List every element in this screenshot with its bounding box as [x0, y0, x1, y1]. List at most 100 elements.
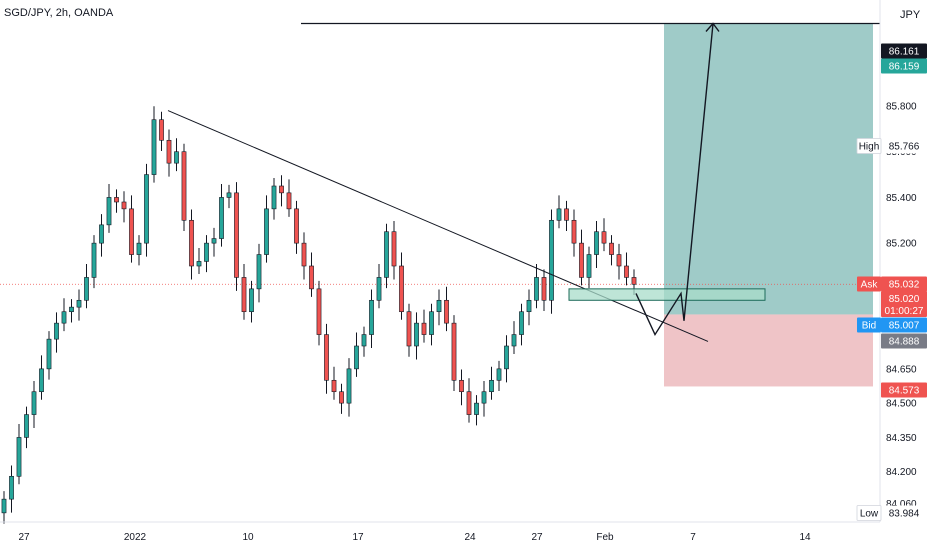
projection-arrowhead: [705, 22, 720, 32]
bid-label-badge: [857, 317, 881, 333]
candle-body: [39, 368, 44, 393]
target-zone: [664, 23, 873, 315]
candle-body: [24, 414, 29, 438]
candle-body: [399, 265, 404, 313]
candle-body: [571, 219, 577, 244]
candle-body: [159, 119, 164, 141]
candle-body: [204, 242, 209, 262]
candle-body: [196, 261, 202, 267]
entry-value: 84.888: [889, 337, 920, 348]
candle-body: [451, 322, 457, 381]
ask-value: 85.032: [889, 280, 920, 291]
candle-body: [324, 334, 329, 381]
time-tick-label: 27: [531, 532, 543, 543]
candle-body: [406, 311, 412, 347]
candle-body: [511, 334, 517, 347]
candle-body: [444, 299, 449, 324]
candle-body: [54, 322, 59, 340]
price-tick-label: 84.650: [886, 364, 917, 375]
drawings[interactable]: [167, 22, 880, 342]
candle-body: [609, 242, 614, 255]
candle-body: [489, 379, 494, 393]
price-tick-label: 85.200: [886, 239, 917, 250]
session-low-badge: [881, 505, 927, 521]
time-tick-label: 10: [242, 532, 254, 543]
candle-body: [496, 368, 502, 381]
candle-body: [46, 338, 52, 370]
candle-body: [564, 208, 569, 221]
candle-body: [264, 208, 269, 255]
candle-body: [31, 391, 37, 415]
candle-body: [234, 192, 239, 278]
candle-body: [556, 208, 562, 221]
candle-body: [526, 299, 532, 313]
session-high-label: High: [859, 142, 880, 153]
candle-body: [144, 174, 149, 244]
candle-body: [129, 208, 134, 255]
candle-body: [16, 437, 22, 477]
time-axis[interactable]: 27 2022 10 17 24 27 Feb 7 14: [18, 532, 811, 543]
price-tick-label: 85.400: [886, 193, 917, 204]
candle-body: [346, 368, 352, 404]
candle-body: [249, 288, 254, 313]
session-low-label: Low: [860, 509, 879, 520]
candle-body: [301, 242, 307, 267]
candle-body: [616, 254, 622, 267]
time-tick-label: 14: [799, 532, 811, 543]
candle-body: [151, 119, 157, 175]
ask-label: Ask: [861, 280, 879, 291]
candle-body: [361, 334, 367, 347]
candle-body: [1, 498, 7, 514]
candle-body: [136, 242, 142, 255]
price-tick-label: 84.500: [886, 399, 917, 410]
session-low-value: 83.984: [889, 509, 920, 520]
candle-body: [414, 322, 419, 347]
candle-body: [174, 151, 179, 164]
candle-body: [519, 311, 524, 335]
bid-badge: [881, 317, 927, 333]
candle-body: [106, 197, 112, 226]
candle-body: [76, 299, 82, 308]
candle-body: [241, 277, 247, 313]
bid-label: Bid: [862, 321, 876, 332]
candle-body: [121, 201, 127, 210]
price-tick-label: 84.350: [886, 433, 917, 444]
candle-body: [586, 254, 592, 278]
candle-body: [594, 231, 599, 255]
entry-badge: [881, 333, 927, 349]
candle-body: [376, 277, 382, 301]
bid-value: 85.007: [889, 321, 920, 332]
candle-body: [91, 242, 97, 278]
time-tick-label: 2022: [124, 532, 147, 543]
candle-body: [459, 379, 464, 393]
candle-body: [631, 277, 637, 285]
price-axis-badges: 86.161 86.159 85.766 High 85.032 Ask 85.02001:…: [856, 43, 927, 521]
price-tick-label: 85.800: [886, 102, 917, 113]
session-high-badge: [881, 138, 927, 154]
session-low-label-badge: [856, 505, 882, 521]
candle-body: [271, 185, 277, 210]
candle-body: [504, 345, 509, 370]
candle-body: [369, 299, 374, 335]
candle-body: [189, 219, 194, 267]
support-zone-box: [568, 288, 766, 301]
ask-badge: [881, 276, 927, 292]
ask-label-badge: [857, 276, 881, 292]
candle-body: [466, 391, 472, 415]
marked-high-value: 86.161: [889, 47, 920, 58]
candle-body: [624, 265, 629, 278]
target-badge: [881, 58, 927, 74]
candle-body: [181, 151, 187, 221]
candle-body: [294, 208, 299, 244]
marked-high-badge: [881, 43, 927, 59]
time-tick-label: 27: [18, 532, 30, 543]
candle-body: [166, 139, 172, 164]
candle-body: [429, 311, 434, 335]
downtrend-line: [167, 110, 709, 342]
candle-body: [534, 277, 539, 301]
candle-body: [9, 475, 14, 500]
candle-body: [481, 391, 487, 404]
candle-body: [61, 311, 67, 324]
